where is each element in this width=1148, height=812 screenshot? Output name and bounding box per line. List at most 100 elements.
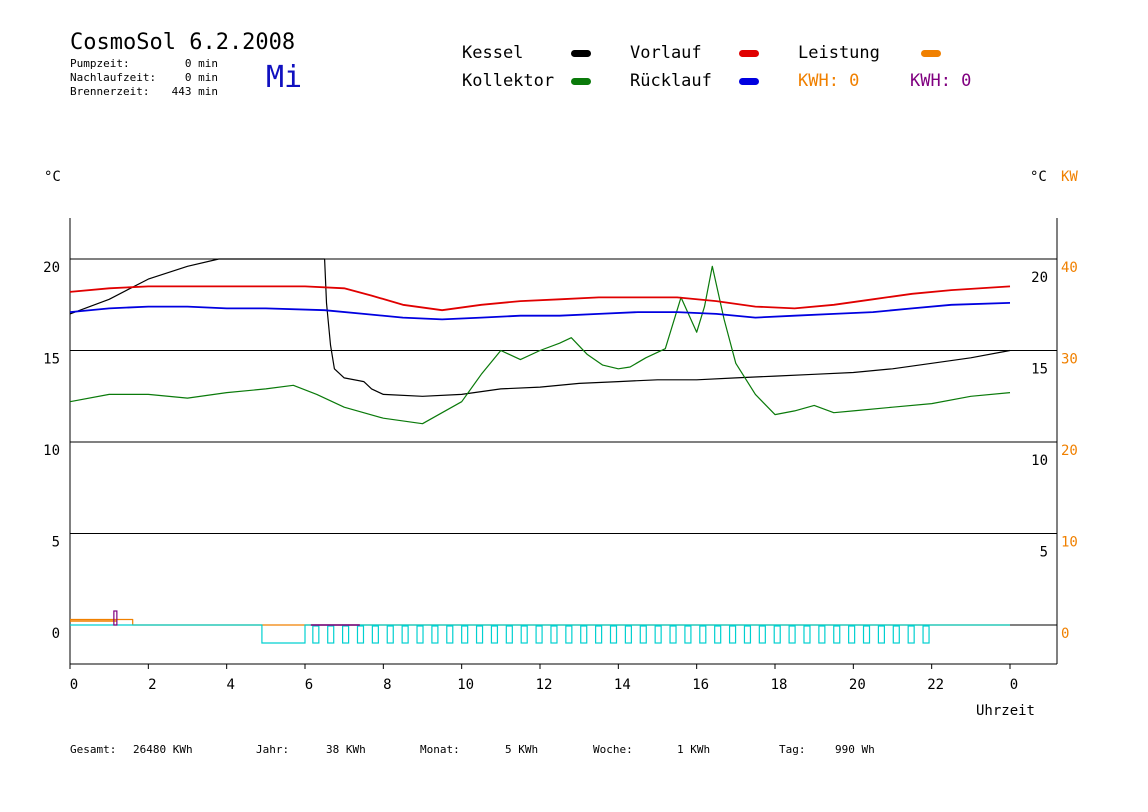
x-tick-label-12: 0 [1010,677,1018,693]
series-line-leistung [70,618,1010,626]
y-tick-left-10: 10 [43,443,60,459]
pump-pulse [892,625,900,644]
pump-pulse [818,625,826,644]
y-tick-left-15: 15 [43,352,60,368]
chart-title: CosmoSol 6.2.2008 [70,30,296,55]
pump-pulse [758,625,766,644]
x-tick-label-2: 4 [226,677,234,693]
y-axis-label-right: °C [1030,169,1047,185]
pump-pulse [416,625,424,644]
legend-vorlauf-swatch [739,50,759,57]
weekday-label: Mi [266,60,303,95]
x-tick-label-11: 22 [927,677,944,693]
pump-pulse [580,625,588,644]
y-tick-right2-0: 0 [1061,626,1069,642]
pump-pulse [862,625,871,644]
pump-pulse [699,625,707,644]
x-tick-label-7: 14 [614,677,631,693]
legend-kessel-swatch [571,50,591,57]
x-tick-label-10: 20 [849,677,866,693]
pump-pulse [803,625,811,644]
pump-pulse [848,625,856,644]
x-axis-label: Uhrzeit [976,703,1035,719]
pump-pulse [907,625,915,644]
pump-pulse [461,625,469,644]
footer-woche-value: 1 KWh [677,743,711,756]
legend-kwh2: KWH: 0 [910,71,972,91]
pump-pulse [520,625,528,644]
pump-pulse [327,625,335,644]
stat-brennerzeit-label: Brennerzeit: [70,85,150,98]
pump-pulse [714,625,722,644]
pump-pulse [609,625,618,644]
y-tick-right-20: 20 [1031,270,1048,286]
legend-ruecklauf-label: Rücklauf [630,71,712,91]
y-tick-left-0: 0 [52,626,60,642]
pump-pulse [922,625,930,644]
pump-pulse [490,625,499,644]
pump-pulse [877,625,886,644]
y-tick-right-5: 5 [1040,545,1048,561]
pump-pulse [371,625,379,644]
x-tick-label-5: 10 [457,677,474,693]
footer-gesamt-value: 26480 KWh [133,743,193,756]
y-tick-right2-40: 40 [1061,260,1078,276]
series-line-vorlauf [69,285,1011,312]
x-tick-label-6: 12 [536,677,553,693]
footer-monat-value: 5 KWh [505,743,539,756]
pump-pulse [386,625,394,644]
footer-tag-label: Tag: [779,743,806,756]
pump-pulse [356,625,365,644]
pump-pulse [401,625,409,644]
footer-jahr-label: Jahr: [256,743,290,756]
x-tick-label-8: 16 [692,677,709,693]
x-tick-label-9: 18 [771,677,788,693]
pump-pulse [773,625,781,644]
pump-pulse [565,625,573,644]
x-tick-label-1: 2 [148,677,156,693]
pump-pulse [446,625,454,644]
stat-brennerzeit-value: 443 min [171,85,218,98]
pump-pulse [788,625,796,644]
series-line-kollektor [69,265,1011,425]
x-tick-label-3: 6 [305,677,313,693]
y-tick-right-15: 15 [1031,362,1048,378]
footer-monat-label: Monat: [420,743,460,756]
kwh-marker [113,610,118,626]
legend-kollektor-swatch [571,78,591,85]
pump-pulse [624,625,632,644]
pump-pulse [505,625,513,644]
legend-leistung-swatch [921,50,941,57]
y-axis-label-right2: KW [1061,169,1078,185]
y-axis-label-left: °C [44,169,61,185]
pump-pulse [475,625,484,644]
pump-pulse [550,625,558,644]
pump-pulse [833,625,841,644]
x-tick-label-0: 0 [70,677,78,693]
pump-baseline [70,624,1010,644]
y-tick-left-5: 5 [52,535,60,551]
footer-gesamt-label: Gesamt: [70,743,117,756]
pump-pulse [639,625,647,644]
stat-pumpzeit-label: Pumpzeit: [70,57,130,70]
y-tick-right2-20: 20 [1061,443,1078,459]
footer-woche-label: Woche: [593,743,633,756]
legend-ruecklauf-swatch [739,78,759,85]
legend-kwh1: KWH: 0 [798,71,860,91]
series-line-ruecklauf [69,302,1011,321]
legend-kessel-label: Kessel [462,43,524,63]
y-tick-right-10: 10 [1031,453,1048,469]
legend-leistung-label: Leistung [798,43,880,63]
pump-pulse [654,625,662,644]
pump-pulse [743,625,752,644]
y-tick-right2-30: 30 [1061,352,1078,368]
pump-pulse [595,625,603,644]
pump-pulse [312,625,320,644]
pump-pulse [669,625,677,644]
footer-tag-value: 990 Wh [835,743,875,756]
stat-nachlaufzeit-label: Nachlaufzeit: [70,71,157,84]
stat-nachlaufzeit-value: 0 min [184,71,218,84]
pump-pulse [684,625,692,644]
x-tick-label-4: 8 [383,677,391,693]
